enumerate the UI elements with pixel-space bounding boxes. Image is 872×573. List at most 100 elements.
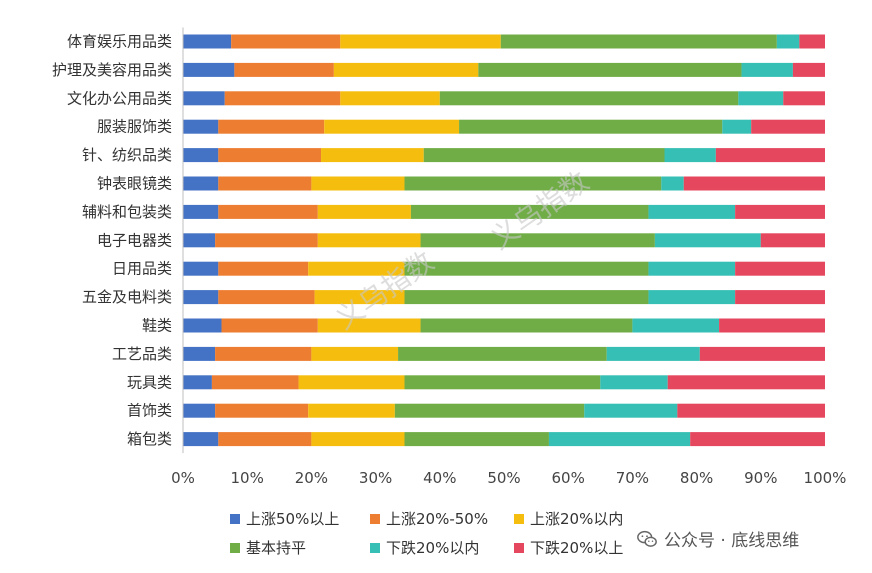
bar-segment xyxy=(423,148,665,163)
bar-segment xyxy=(183,403,216,418)
category-label: 文化办公用品类 xyxy=(67,89,172,107)
x-tick-labels: 0% 10% 20% 30% 40% 50% 60% 70% 80% 90% 100% xyxy=(171,469,846,487)
bar-segment xyxy=(792,62,825,77)
bar-segment xyxy=(735,290,825,305)
bar-segment xyxy=(661,176,684,191)
bar-segment xyxy=(648,204,736,219)
bar-segment xyxy=(548,432,691,447)
bar-segment xyxy=(215,403,309,418)
legend-label: 上涨20%以内 xyxy=(530,510,623,528)
category-label: 玩具类 xyxy=(127,373,172,391)
bar-segment xyxy=(632,318,720,333)
bar-segment xyxy=(420,233,655,248)
bar-segment xyxy=(683,176,825,191)
bar-segment xyxy=(183,91,225,106)
bar-segment xyxy=(394,403,585,418)
category-label: 针、纺织品类 xyxy=(82,146,172,164)
bar-segment xyxy=(722,119,752,134)
bar-segment xyxy=(231,34,341,49)
category-label: 电子电器类 xyxy=(97,231,172,249)
x-tick-label: 70% xyxy=(616,469,649,487)
bar-segment xyxy=(648,261,736,276)
bar-segment xyxy=(398,346,607,361)
bar-segment xyxy=(404,375,601,390)
category-label: 护理及美容用品类 xyxy=(52,61,172,79)
x-tick-label: 10% xyxy=(231,469,264,487)
bar-segment xyxy=(404,261,649,276)
bar-segment xyxy=(459,119,723,134)
bars-group xyxy=(183,34,825,447)
bar-segment xyxy=(183,176,219,191)
bar-segment xyxy=(218,261,309,276)
bar-segment xyxy=(654,233,761,248)
x-tick-label: 60% xyxy=(552,469,585,487)
bar-segment xyxy=(183,62,235,77)
legend-label: 上涨50%以上 xyxy=(246,510,339,528)
legend-swatch xyxy=(514,543,524,553)
bar-segment xyxy=(218,176,312,191)
bar-segment xyxy=(221,318,318,333)
bar-segment xyxy=(420,318,633,333)
category-label: 辅料和包装类 xyxy=(82,203,172,221)
bar-segment xyxy=(677,403,825,418)
legend-label: 下跌20%以上 xyxy=(530,539,623,557)
bar-segment xyxy=(690,432,825,447)
bar-segment xyxy=(478,62,742,77)
bar-segment xyxy=(183,346,216,361)
category-label: 箱包类 xyxy=(127,430,172,448)
bar-segment xyxy=(311,432,405,447)
legend-swatch xyxy=(230,514,240,524)
x-tick-label: 90% xyxy=(744,469,777,487)
category-label: 工艺品类 xyxy=(112,345,172,363)
bar-segment xyxy=(735,261,825,276)
legend-label: 下跌20%以内 xyxy=(386,539,479,557)
bar-segment xyxy=(760,233,825,248)
category-labels: 体育娱乐用品类护理及美容用品类文化办公用品类服装服饰类针、纺织品类钟表眼镜类辅料… xyxy=(52,33,172,449)
bar-segment xyxy=(183,148,219,163)
category-label: 体育娱乐用品类 xyxy=(67,33,172,51)
category-label: 钟表眼镜类 xyxy=(97,175,172,193)
bar-segment xyxy=(321,148,424,163)
bar-segment xyxy=(183,290,219,305)
bar-segment xyxy=(311,346,399,361)
x-tick-label: 40% xyxy=(423,469,456,487)
bar-segment xyxy=(741,62,793,77)
bar-segment xyxy=(183,261,219,276)
bar-segment xyxy=(799,34,825,49)
x-tick-label: 50% xyxy=(487,469,520,487)
bar-segment xyxy=(324,119,460,134)
legend-swatch xyxy=(370,514,380,524)
x-tick-label: 80% xyxy=(680,469,713,487)
bar-segment xyxy=(776,34,800,49)
bar-segment xyxy=(317,233,421,248)
bar-segment xyxy=(218,432,312,447)
category-label: 服装服饰类 xyxy=(97,118,172,136)
bar-segment xyxy=(664,148,716,163)
wechat-icon xyxy=(637,530,657,547)
bar-segment xyxy=(699,346,825,361)
bar-segment xyxy=(783,91,825,106)
bar-segment xyxy=(667,375,825,390)
bar-segment xyxy=(410,204,649,219)
category-label: 鞋类 xyxy=(142,317,172,335)
bar-segment xyxy=(224,91,341,106)
bar-segment xyxy=(317,204,411,219)
bar-segment xyxy=(584,403,678,418)
bar-segment xyxy=(600,375,668,390)
legend-swatch xyxy=(230,543,240,553)
bar-segment xyxy=(183,318,222,333)
bar-segment xyxy=(317,318,421,333)
bar-segment xyxy=(404,290,649,305)
bar-segment xyxy=(183,233,216,248)
bar-segment xyxy=(404,176,662,191)
credit-text: 公众号 · 底线思维 xyxy=(664,531,800,551)
bar-segment xyxy=(211,375,299,390)
bar-segment xyxy=(606,346,700,361)
legend-swatch xyxy=(370,543,380,553)
bar-segment xyxy=(183,34,232,49)
bar-segment xyxy=(218,204,318,219)
credit: 公众号 · 底线思维 xyxy=(636,526,799,551)
bar-segment xyxy=(298,375,405,390)
bar-segment xyxy=(308,403,395,418)
